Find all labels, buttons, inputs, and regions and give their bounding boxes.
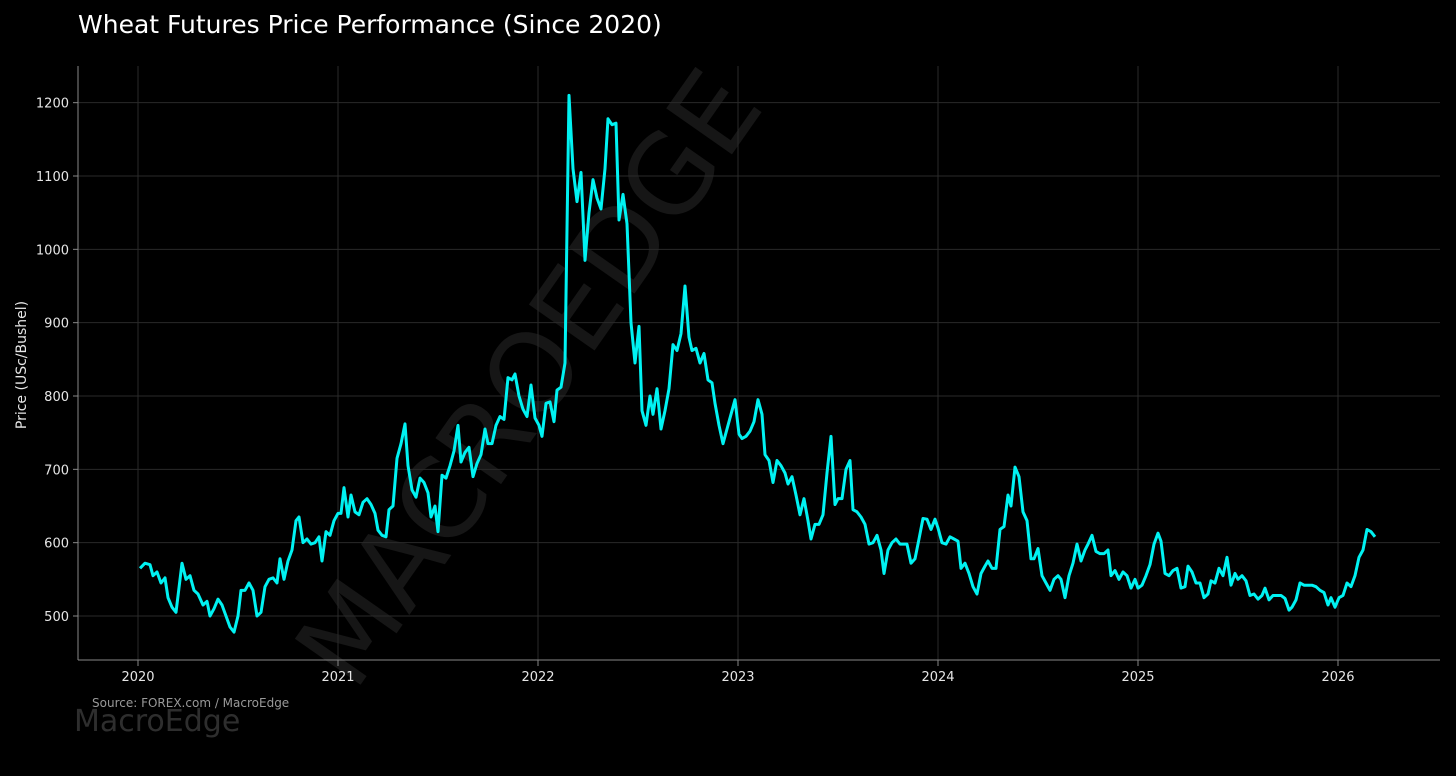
y-tick-label: 900 (44, 317, 69, 332)
source: Source: FOREX.com / MacroEdge (92, 696, 289, 710)
y-tick-label: 1000 (36, 243, 69, 258)
brand-logo: MacroEdge (74, 704, 240, 739)
y-tick-label: 1100 (36, 170, 69, 185)
x-tick-label: 2020 (121, 670, 154, 685)
x-tick-label: 2026 (1321, 670, 1354, 685)
x-tick-label: 2025 (1121, 670, 1154, 685)
x-tick-label: 2021 (321, 670, 354, 685)
grid (78, 66, 1440, 660)
y-tick-label: 600 (44, 537, 69, 552)
price-line (138, 93, 1377, 634)
plot (138, 93, 1377, 634)
x-tick-label: 2024 (921, 670, 954, 685)
x-tick-label: 2023 (721, 670, 754, 685)
y-axis-label: Price (USc/Bushel) (14, 301, 30, 429)
y-tick-label: 700 (44, 463, 69, 478)
x-tick-label: 2022 (521, 670, 554, 685)
y-tick-label: 1200 (36, 97, 69, 112)
y-tick-label: 800 (44, 390, 69, 405)
y-tick-label: 500 (44, 610, 69, 625)
chart-title: Wheat Futures Price Performance (Since 2… (78, 10, 662, 39)
